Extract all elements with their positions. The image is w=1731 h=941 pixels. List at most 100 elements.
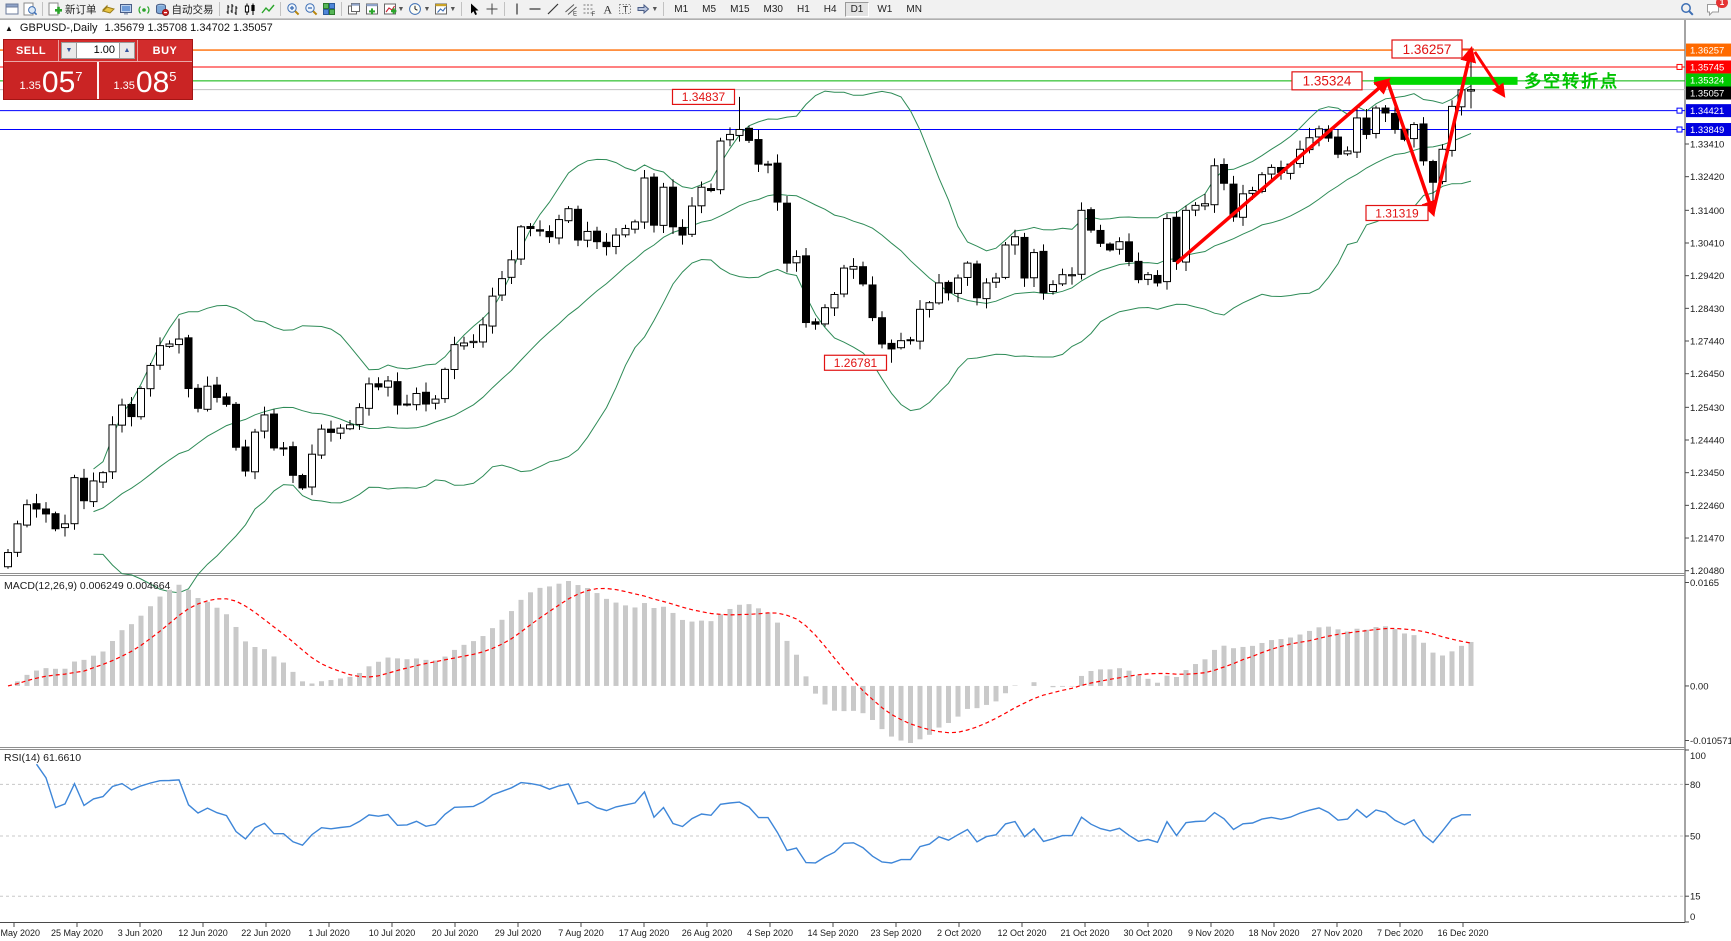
macd-bar (575, 585, 581, 686)
price-tick-label: 1.29420 (1690, 271, 1724, 282)
candle (925, 302, 934, 310)
price-tick-label: 1.31400 (1690, 206, 1724, 217)
timeframe-d1-button[interactable]: D1 (844, 1, 870, 17)
price-label-1.34837[interactable] (671, 88, 736, 106)
macd-bar (518, 599, 524, 686)
trendline-icon (547, 3, 559, 15)
macd-bar (414, 658, 419, 686)
tile-windows-button[interactable] (320, 1, 338, 18)
candle (70, 477, 79, 525)
chart-line-button[interactable] (259, 1, 277, 18)
templates-button[interactable]: ▼ (432, 1, 458, 18)
candle (441, 368, 449, 400)
macd-bar (1060, 685, 1065, 687)
macd-bar (746, 604, 752, 686)
price-label-1.31319[interactable] (1365, 204, 1429, 222)
panel-collapse-icon[interactable]: ▲ (5, 23, 13, 33)
indicators-button[interactable]: ▼ (381, 1, 407, 18)
date-tick-label: 22 Jun 2020 (241, 928, 291, 938)
timeframe-w1-button[interactable]: W1 (877, 3, 893, 15)
candle (1201, 203, 1209, 207)
date-axis[interactable]: 15 May 2020 25 May 2020 3 Jun 2020 12 Jun 2… (0, 923, 1489, 938)
sell-button[interactable]: SELL (4, 40, 59, 61)
candle (783, 202, 791, 264)
volume-decrease-button[interactable]: ▼ (61, 42, 77, 59)
macd-bar (822, 685, 828, 705)
shapes-icon (637, 3, 650, 15)
history-center-button[interactable] (99, 1, 117, 18)
candle (1315, 128, 1323, 138)
trend-arrow-1[interactable] (1175, 78, 1391, 265)
cursor-button[interactable] (465, 1, 483, 18)
price-label-1.31319-text: 1.31319 (1375, 206, 1419, 220)
zoom-out-button[interactable] (302, 1, 320, 18)
macd-bar (214, 607, 220, 686)
timeframe-h1-button[interactable]: H1 (796, 3, 810, 15)
date-tick-label: 20 Jul 2020 (432, 928, 479, 938)
candle (1058, 274, 1067, 285)
highlight-zone-bar[interactable] (1374, 76, 1518, 85)
channel-button[interactable]: E (562, 1, 580, 18)
terminal-button[interactable] (117, 1, 135, 18)
volume-input[interactable]: 1.00 (77, 42, 119, 59)
chat-button[interactable]: 1 (1704, 0, 1728, 18)
trend-arrow-4[interactable] (1473, 51, 1506, 98)
chart-candles-button[interactable] (241, 1, 259, 18)
new-order-button[interactable]: 新订单 (46, 1, 99, 18)
date-tick-label: 1 Jul 2020 (308, 928, 350, 938)
trendline-button[interactable] (544, 1, 562, 18)
label-button[interactable]: T (616, 1, 634, 18)
vline-button[interactable] (508, 1, 526, 18)
price-badge-1.35324 (1686, 73, 1731, 87)
chart-bars-button[interactable] (223, 1, 241, 18)
macd-bar (1107, 669, 1113, 686)
macd-bar (908, 685, 913, 743)
macd-bar (784, 640, 790, 686)
timeframe-m30-button[interactable]: M30 (763, 3, 783, 15)
candle (336, 427, 345, 434)
candle (374, 383, 383, 388)
new-chart-button[interactable] (363, 1, 381, 18)
zoom-in-button[interactable] (284, 1, 302, 18)
trend-arrow-2[interactable] (1385, 80, 1437, 217)
price-label-1.26781[interactable] (823, 354, 888, 371)
candle (1030, 252, 1038, 279)
macd-bar (632, 607, 638, 686)
periods-button[interactable]: ▼ (406, 1, 432, 18)
candle (517, 226, 525, 260)
chinese-note-text[interactable]: 多空转折点 (1524, 71, 1619, 91)
timeframe-mn-button[interactable]: MN (906, 3, 922, 15)
macd-bar (594, 593, 600, 686)
crosshair-button[interactable] (483, 1, 501, 18)
price-scale[interactable]: 1.33410 1.32420 1.31400 1.30410 1.29420 1.284… (1676, 43, 1731, 578)
signals-button[interactable] (135, 1, 153, 18)
timeframe-m1-button[interactable]: M1 (674, 3, 689, 15)
bid-price[interactable]: 1.35 05 7 (4, 62, 98, 99)
fibo-button[interactable]: F (580, 1, 598, 18)
candle (1353, 117, 1361, 153)
hline-button[interactable] (526, 1, 544, 18)
market-watch-button[interactable] (21, 1, 39, 18)
price-label-1.35324[interactable] (1291, 71, 1363, 91)
shapes-button[interactable]: ▼ (634, 1, 660, 18)
macd-bar (461, 644, 467, 686)
candle (61, 523, 69, 529)
chart-window-button[interactable] (3, 1, 21, 18)
cascade-windows-button[interactable] (345, 1, 363, 18)
volume-increase-button[interactable]: ▲ (119, 42, 135, 59)
timeframe-m5-button[interactable]: M5 (702, 3, 717, 15)
chart-line-icon (260, 4, 275, 14)
timeframe-h4-button[interactable]: H4 (823, 3, 837, 15)
text-button[interactable]: A (598, 1, 616, 18)
search-button[interactable] (1678, 1, 1696, 18)
candle (327, 428, 335, 433)
timeframe-m15-button[interactable]: M15 (730, 3, 750, 15)
toolbar-separator (218, 2, 220, 16)
autotrading-button[interactable]: 自动交易 (153, 1, 216, 18)
buy-button[interactable]: BUY (137, 40, 192, 61)
candle (175, 338, 183, 346)
macd-bar (1383, 626, 1388, 686)
price-label-1.26781-text: 1.26781 (834, 356, 878, 370)
trend-arrow-3[interactable] (1431, 45, 1477, 214)
ask-price[interactable]: 1.35 08 5 (98, 62, 192, 99)
